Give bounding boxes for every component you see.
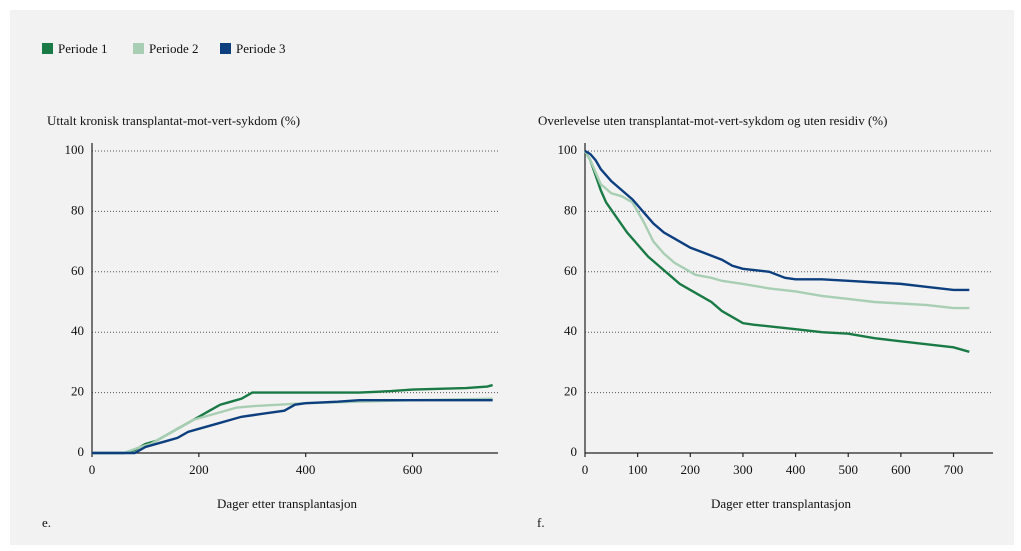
- y-tick-label: 80: [71, 202, 84, 217]
- panel-label: f.: [537, 515, 545, 530]
- legend-label: Periode 1: [58, 41, 107, 56]
- x-tick-label: 700: [944, 462, 964, 477]
- x-tick-label: 100: [628, 462, 648, 477]
- y-tick-label: 40: [564, 323, 577, 338]
- series-line: [92, 383, 493, 455]
- x-tick-label: 300: [733, 462, 753, 477]
- series-line: [583, 150, 970, 310]
- chart-title: Uttalt kronisk transplantat-mot-vert-syk…: [47, 113, 300, 128]
- x-tick-label: 500: [838, 462, 858, 477]
- y-tick-label: 80: [564, 202, 577, 217]
- legend-swatch: [133, 43, 144, 54]
- x-tick-label: 600: [403, 462, 423, 477]
- panel-background: [10, 10, 1014, 545]
- y-tick-label: 100: [65, 142, 85, 157]
- x-tick-label: 0: [582, 462, 589, 477]
- x-axis-label: Dager etter transplantasjon: [711, 496, 852, 511]
- series-line: [583, 150, 970, 353]
- y-tick-label: 100: [558, 142, 578, 157]
- x-tick-label: 200: [189, 462, 209, 477]
- y-tick-label: 60: [564, 263, 577, 278]
- series-line: [92, 398, 493, 455]
- x-tick-label: 600: [891, 462, 911, 477]
- chart-title: Overlevelse uten transplantat-mot-vert-s…: [538, 113, 887, 128]
- x-tick-label: 400: [296, 462, 316, 477]
- x-tick-label: 200: [681, 462, 701, 477]
- y-tick-label: 0: [571, 444, 578, 459]
- y-tick-label: 40: [71, 323, 84, 338]
- x-tick-label: 0: [89, 462, 96, 477]
- panel-label: e.: [42, 515, 51, 530]
- legend-label: Periode 2: [149, 41, 198, 56]
- series-line: [584, 149, 970, 292]
- legend-label: Periode 3: [236, 41, 285, 56]
- x-tick-label: 400: [786, 462, 806, 477]
- legend-swatch: [42, 43, 53, 54]
- y-tick-label: 20: [564, 384, 577, 399]
- y-tick-label: 60: [71, 263, 84, 278]
- y-tick-label: 0: [78, 444, 85, 459]
- y-tick-label: 20: [71, 384, 84, 399]
- x-axis-label: Dager etter transplantasjon: [217, 496, 358, 511]
- legend-swatch: [220, 43, 231, 54]
